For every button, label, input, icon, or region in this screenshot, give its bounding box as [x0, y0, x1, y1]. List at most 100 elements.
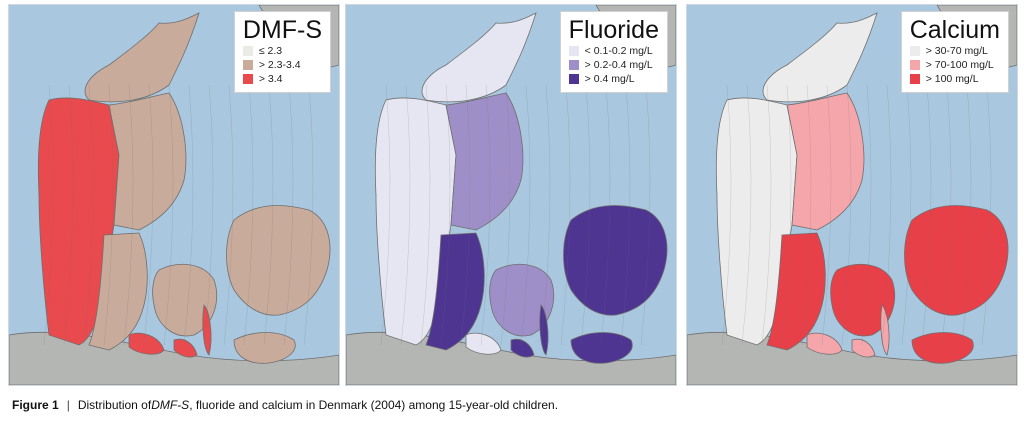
- region-north: [84, 12, 200, 103]
- region-south: [88, 232, 148, 351]
- municipality-border: [981, 84, 992, 346]
- municipality-border: [303, 84, 314, 346]
- legend-item: > 70-100 mg/L: [909, 58, 1000, 72]
- region-accent: [510, 338, 535, 358]
- region-islands: [128, 332, 165, 355]
- map-legend: Fluoride < 0.1-0.2 mg/L > 0.2-0.4 mg/L > 0.…: [559, 11, 668, 93]
- region-north: [421, 12, 537, 103]
- municipality-border: [620, 84, 631, 346]
- municipality-border: [223, 84, 234, 346]
- municipality-border: [821, 84, 832, 346]
- denmark-map: [687, 5, 1017, 385]
- legend-item: > 0.2-0.4 mg/L: [568, 58, 659, 72]
- legend-swatch: [568, 60, 579, 70]
- legend-item: > 3.4: [242, 72, 322, 86]
- map-panel-dmf-s: DMF-S ≤ 2.3 > 2.3-3.4 > 3.4: [8, 4, 340, 386]
- municipality-border: [741, 84, 752, 346]
- municipality-border: [520, 84, 531, 346]
- municipality-border: [961, 84, 972, 346]
- legend-swatch: [909, 60, 920, 70]
- caption-separator: |: [66, 398, 70, 412]
- municipality-border: [721, 84, 732, 346]
- legend-swatch: [909, 46, 920, 56]
- region-islands: [465, 332, 502, 355]
- legend-label: > 0.2-0.4 mg/L: [584, 59, 653, 71]
- legend-item: > 30-70 mg/L: [909, 44, 1000, 58]
- municipality-border: [420, 84, 431, 346]
- region-accent: [202, 304, 212, 356]
- municipality-border: [861, 84, 872, 346]
- region-north: [762, 12, 878, 103]
- municipality-border: [801, 84, 812, 346]
- municipality-border: [203, 84, 214, 346]
- legend-title: DMF-S: [242, 16, 322, 44]
- region-islands: [806, 332, 843, 355]
- caption-text-before: Distribution of: [77, 398, 152, 412]
- region-south: [425, 232, 485, 351]
- caption-text-after: , fluoride and calcium in Denmark (2004)…: [189, 398, 559, 412]
- municipality-border: [640, 84, 651, 346]
- municipality-border: [881, 84, 892, 346]
- municipality-border: [460, 84, 471, 346]
- region-west: [715, 97, 798, 346]
- caption-emphasis: DMF-S: [151, 398, 190, 412]
- municipality-border: [103, 84, 114, 346]
- legend-label: > 2.3-3.4: [258, 59, 301, 71]
- legend-label: > 0.4 mg/L: [584, 73, 635, 85]
- map-legend: DMF-S ≤ 2.3 > 2.3-3.4 > 3.4: [233, 11, 331, 93]
- region-east: [108, 92, 187, 231]
- municipality-border: [480, 84, 491, 346]
- legend-item: > 0.4 mg/L: [568, 72, 659, 86]
- municipality-border: [83, 84, 94, 346]
- region-east: [445, 92, 524, 231]
- region-accent: [173, 338, 198, 358]
- region-funen: [152, 263, 218, 337]
- municipality-border: [283, 84, 294, 346]
- region-west: [37, 97, 120, 346]
- legend-title: Calcium: [909, 16, 1000, 44]
- region-south: [233, 332, 296, 364]
- municipality-border: [63, 84, 74, 346]
- municipality-border: [440, 84, 451, 346]
- municipality-border: [263, 84, 274, 346]
- municipality-border: [941, 84, 952, 346]
- figure-caption: Figure 1 | Distribution of DMF-S, fluori…: [12, 398, 558, 412]
- municipality-border: [600, 84, 611, 346]
- legend-swatch: [242, 46, 253, 56]
- legend-item: < 0.1-0.2 mg/L: [568, 44, 659, 58]
- municipality-border: [243, 84, 254, 346]
- map-panel-fluoride: Fluoride < 0.1-0.2 mg/L > 0.2-0.4 mg/L > 0.…: [345, 4, 677, 386]
- region-south: [911, 332, 974, 364]
- legend-swatch: [242, 74, 253, 84]
- legend-swatch: [568, 74, 579, 84]
- legend-swatch: [242, 60, 253, 70]
- municipality-border: [540, 84, 551, 346]
- municipality-border: [400, 84, 411, 346]
- legend-label: > 3.4: [258, 73, 283, 85]
- legend-item: > 100 mg/L: [909, 72, 1000, 86]
- legend-swatch: [568, 46, 579, 56]
- legend-label: < 0.1-0.2 mg/L: [584, 45, 653, 57]
- legend-label: ≤ 2.3: [258, 45, 283, 57]
- region-accent: [880, 304, 890, 356]
- region-west: [374, 97, 457, 346]
- region-south: [766, 232, 826, 351]
- figure-label: Figure 1: [12, 398, 59, 412]
- legend-title: Fluoride: [568, 16, 659, 44]
- municipality-border: [123, 84, 134, 346]
- municipality-border: [163, 84, 174, 346]
- legend-label: > 70-100 mg/L: [925, 59, 994, 71]
- region-zealand: [226, 205, 331, 316]
- legend-item: > 2.3-3.4: [242, 58, 322, 72]
- legend-item: ≤ 2.3: [242, 44, 322, 58]
- municipality-border: [560, 84, 571, 346]
- municipality-border: [183, 84, 194, 346]
- municipality-border: [43, 84, 54, 346]
- region-accent: [851, 338, 876, 358]
- map-panel-calcium: Calcium > 30-70 mg/L > 70-100 mg/L > 100 mg…: [686, 4, 1018, 386]
- region-funen: [489, 263, 555, 337]
- region-south: [570, 332, 633, 364]
- municipality-border: [500, 84, 511, 346]
- region-zealand: [563, 205, 668, 316]
- municipality-border: [143, 84, 154, 346]
